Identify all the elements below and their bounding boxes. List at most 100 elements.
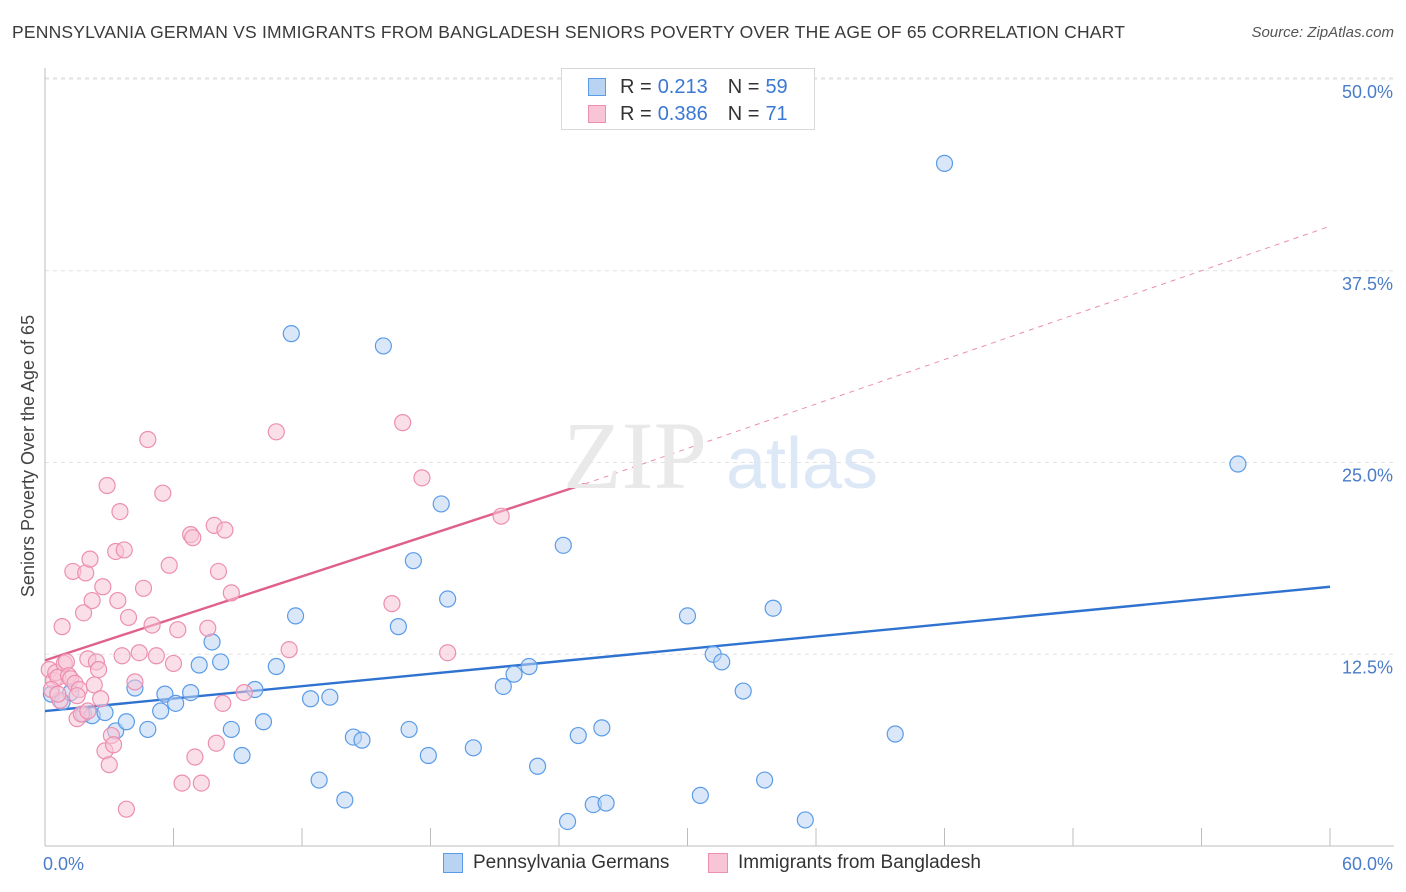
data-point-immigrants-from-bangladesh xyxy=(68,687,86,705)
data-point-pennsylvania-germans xyxy=(400,720,418,739)
legend-row-blue: R = 0.213 N = 59 xyxy=(588,75,788,99)
data-point-immigrants-from-bangladesh xyxy=(186,748,204,766)
data-point-immigrants-from-bangladesh xyxy=(154,484,172,502)
data-point-pennsylvania-germans xyxy=(554,536,572,554)
data-point-immigrants-from-bangladesh xyxy=(130,644,148,662)
data-point-immigrants-from-bangladesh xyxy=(383,595,401,613)
data-point-immigrants-from-bangladesh xyxy=(207,734,225,752)
data-point-pennsylvania-germans xyxy=(734,682,752,700)
legend-swatch-pink xyxy=(588,105,606,123)
legend-r-value: 0.213 xyxy=(657,75,708,98)
data-point-immigrants-from-bangladesh xyxy=(267,423,285,441)
data-point-pennsylvania-germans xyxy=(212,653,230,671)
data-point-pennsylvania-germans xyxy=(353,731,371,749)
series-legend-label: Immigrants from Bangladesh xyxy=(738,852,981,873)
data-point-pennsylvania-germans xyxy=(464,739,482,757)
x-tick-label: 0.0% xyxy=(43,854,84,874)
data-point-pennsylvania-germans xyxy=(374,337,392,355)
data-point-immigrants-from-bangladesh xyxy=(117,800,135,818)
legend-r-label: R = xyxy=(620,102,652,125)
chart-source: Source: ZipAtlas.com xyxy=(1251,24,1394,41)
y-tick-label: 37.5% xyxy=(1342,274,1393,294)
data-point-pennsylvania-germans xyxy=(1229,455,1247,473)
points-layer xyxy=(40,154,1247,831)
data-point-immigrants-from-bangladesh xyxy=(394,414,412,432)
data-point-pennsylvania-germans xyxy=(282,325,300,343)
data-point-immigrants-from-bangladesh xyxy=(119,608,138,627)
data-point-pennsylvania-germans xyxy=(593,719,611,737)
y-tick-label: 12.5% xyxy=(1342,657,1393,677)
data-point-pennsylvania-germans xyxy=(152,702,170,720)
series-legend-item-pennsylvania-germans: Pennsylvania Germans xyxy=(443,852,669,874)
data-point-immigrants-from-bangladesh xyxy=(147,647,165,665)
data-point-pennsylvania-germans xyxy=(678,607,697,625)
series-legend-item-immigrants-from-bangladesh: Immigrants from Bangladesh xyxy=(708,852,981,874)
data-point-immigrants-from-bangladesh xyxy=(104,736,123,754)
data-point-immigrants-from-bangladesh xyxy=(413,469,431,487)
data-point-immigrants-from-bangladesh xyxy=(92,690,110,708)
data-point-immigrants-from-bangladesh xyxy=(126,673,144,691)
correlation-legend: R = 0.213 N = 59 R = 0.386 N = 71 xyxy=(561,68,815,130)
data-point-immigrants-from-bangladesh xyxy=(143,616,161,634)
data-point-pennsylvania-germans xyxy=(404,552,422,570)
data-point-pennsylvania-germans xyxy=(505,665,523,683)
data-point-pennsylvania-germans xyxy=(222,720,240,739)
legend-n-value: 59 xyxy=(765,75,788,98)
series-legend: Pennsylvania Germans Immigrants from Ban… xyxy=(0,852,1406,878)
series-swatch-pink xyxy=(708,853,728,873)
data-point-immigrants-from-bangladesh xyxy=(209,562,228,581)
data-point-pennsylvania-germans xyxy=(935,154,954,172)
legend-row-pink: R = 0.386 N = 71 xyxy=(588,102,788,126)
data-point-pennsylvania-germans xyxy=(796,811,814,829)
data-point-immigrants-from-bangladesh xyxy=(81,550,99,568)
data-point-immigrants-from-bangladesh xyxy=(173,774,191,792)
legend-n-label: N = xyxy=(727,75,760,98)
x-tick-label: 60.0% xyxy=(1342,854,1393,874)
data-point-pennsylvania-germans xyxy=(713,653,731,671)
data-point-pennsylvania-germans xyxy=(254,713,273,731)
data-point-immigrants-from-bangladesh xyxy=(115,541,133,559)
data-point-immigrants-from-bangladesh xyxy=(184,529,202,547)
data-point-immigrants-from-bangladesh xyxy=(49,685,67,703)
data-point-immigrants-from-bangladesh xyxy=(94,578,112,596)
data-point-immigrants-from-bangladesh xyxy=(89,660,108,679)
data-point-pennsylvania-germans xyxy=(139,720,157,739)
data-point-pennsylvania-germans xyxy=(691,786,709,804)
y-tick-label: 50.0% xyxy=(1342,82,1393,102)
data-point-pennsylvania-germans xyxy=(321,688,339,706)
data-point-immigrants-from-bangladesh xyxy=(160,556,178,574)
data-point-immigrants-from-bangladesh xyxy=(164,654,183,673)
data-point-pennsylvania-germans xyxy=(528,757,547,775)
axis-layer: 12.5% 25.0% 37.5% 50.0% 0.0% 60.0% xyxy=(43,68,1394,874)
legend-n-label: N = xyxy=(727,102,760,125)
chart-title: PENNSYLVANIA GERMAN VS IMMIGRANTS FROM B… xyxy=(12,22,1126,42)
data-point-pennsylvania-germans xyxy=(439,590,457,608)
legend-r-label: R = xyxy=(620,75,652,98)
data-point-immigrants-from-bangladesh xyxy=(83,591,101,610)
data-point-immigrants-from-bangladesh xyxy=(235,683,253,702)
data-point-immigrants-from-bangladesh xyxy=(280,641,298,659)
data-point-pennsylvania-germans xyxy=(389,618,407,636)
data-point-immigrants-from-bangladesh xyxy=(100,756,118,774)
data-point-pennsylvania-germans xyxy=(286,607,305,625)
data-point-pennsylvania-germans xyxy=(190,656,208,674)
data-point-pennsylvania-germans xyxy=(233,746,251,765)
y-tick-label: 25.0% xyxy=(1342,466,1393,486)
data-point-immigrants-from-bangladesh xyxy=(169,621,187,639)
series-legend-label: Pennsylvania Germans xyxy=(473,852,670,873)
data-point-immigrants-from-bangladesh xyxy=(74,604,93,622)
data-point-pennsylvania-germans xyxy=(569,726,587,745)
data-point-immigrants-from-bangladesh xyxy=(111,502,129,521)
legend-r-value: 0.386 xyxy=(657,102,708,125)
data-point-pennsylvania-germans xyxy=(886,725,904,743)
data-point-immigrants-from-bangladesh xyxy=(222,584,240,602)
data-point-immigrants-from-bangladesh xyxy=(109,591,127,610)
series-swatch-blue xyxy=(443,853,463,873)
data-point-pennsylvania-germans xyxy=(336,791,354,809)
data-point-pennsylvania-germans xyxy=(494,677,512,696)
data-point-pennsylvania-germans xyxy=(764,599,782,617)
data-point-immigrants-from-bangladesh xyxy=(192,774,210,792)
data-point-immigrants-from-bangladesh xyxy=(216,521,234,539)
data-point-immigrants-from-bangladesh xyxy=(492,507,510,525)
